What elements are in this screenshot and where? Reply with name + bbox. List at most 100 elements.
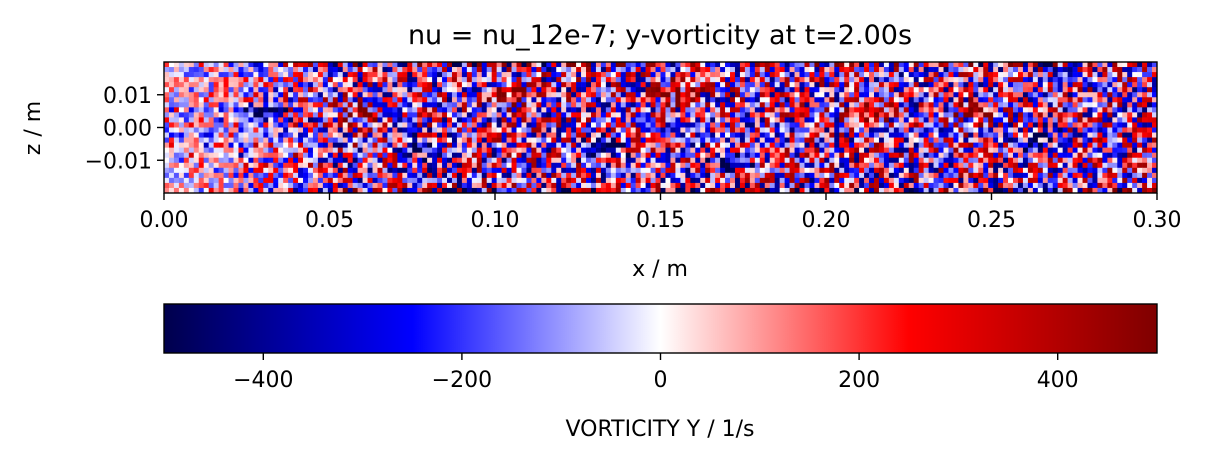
heatmap-cell bbox=[576, 142, 582, 148]
heatmap-cell bbox=[814, 72, 820, 78]
heatmap-cell bbox=[183, 127, 190, 133]
heatmap-cell bbox=[824, 112, 830, 118]
heatmap-cell bbox=[1062, 72, 1068, 78]
heatmap-cell bbox=[188, 147, 195, 153]
heatmap-cell bbox=[193, 142, 200, 148]
heatmap-cell bbox=[893, 182, 900, 189]
heatmap-cell bbox=[506, 107, 512, 113]
heatmap-cell bbox=[1132, 102, 1138, 108]
heatmap-cell bbox=[293, 122, 299, 128]
heatmap-cell bbox=[774, 142, 780, 148]
heatmap-cell bbox=[809, 77, 815, 83]
heatmap-cell bbox=[168, 82, 175, 88]
heatmap-cell bbox=[511, 117, 517, 123]
heatmap-cell bbox=[630, 157, 636, 164]
heatmap-cell bbox=[1082, 132, 1088, 138]
heatmap-cell bbox=[1017, 147, 1024, 153]
heatmap-cell bbox=[754, 87, 761, 93]
heatmap-cell bbox=[456, 127, 463, 133]
heatmap-cell bbox=[586, 142, 592, 148]
heatmap-cell bbox=[854, 162, 860, 169]
heatmap-cell bbox=[188, 142, 195, 148]
heatmap-cell bbox=[600, 102, 607, 108]
heatmap-cell bbox=[407, 157, 413, 164]
heatmap-cell bbox=[744, 67, 751, 73]
heatmap-cell bbox=[878, 147, 885, 153]
heatmap-cell bbox=[893, 117, 900, 123]
heatmap-cell bbox=[173, 147, 180, 153]
heatmap-cell bbox=[397, 137, 403, 143]
heatmap-cell bbox=[298, 77, 304, 83]
heatmap-cell bbox=[973, 157, 979, 164]
heatmap-cell bbox=[963, 62, 969, 68]
heatmap-cell bbox=[476, 117, 483, 123]
heatmap-cell bbox=[307, 137, 314, 143]
heatmap-cell bbox=[586, 67, 592, 73]
heatmap-cell bbox=[382, 67, 388, 73]
heatmap-cell bbox=[878, 92, 885, 98]
heatmap-cell bbox=[1017, 62, 1024, 68]
heatmap-cell bbox=[1107, 92, 1113, 98]
heatmap-cell bbox=[605, 117, 612, 123]
heatmap-cell bbox=[973, 67, 979, 73]
heatmap-cell bbox=[352, 122, 358, 128]
heatmap-cell bbox=[1072, 137, 1078, 143]
heatmap-cell bbox=[725, 127, 731, 133]
heatmap-cell bbox=[1057, 92, 1063, 98]
heatmap-cell bbox=[844, 117, 850, 123]
heatmap-cell bbox=[1142, 147, 1148, 153]
heatmap-cell bbox=[605, 152, 612, 159]
heatmap-cell bbox=[759, 142, 766, 148]
heatmap-cell bbox=[357, 67, 363, 73]
heatmap-cell bbox=[605, 87, 612, 93]
heatmap-cell bbox=[784, 152, 790, 159]
heatmap-cell bbox=[193, 102, 200, 108]
heatmap-cell bbox=[849, 97, 855, 103]
heatmap-cell bbox=[700, 102, 706, 108]
heatmap-cell bbox=[223, 87, 229, 93]
heatmap-cell bbox=[883, 72, 890, 78]
heatmap-cell bbox=[278, 62, 284, 68]
heatmap-cell bbox=[228, 82, 234, 88]
heatmap-cell bbox=[347, 122, 353, 128]
heatmap-cell bbox=[377, 122, 383, 128]
heatmap-cell bbox=[849, 177, 855, 184]
heatmap-cell bbox=[551, 87, 557, 93]
heatmap-cell bbox=[834, 67, 840, 73]
heatmap-cell bbox=[943, 167, 949, 174]
heatmap-cell bbox=[377, 162, 383, 169]
heatmap-cell bbox=[447, 67, 453, 73]
heatmap-cell bbox=[576, 172, 582, 179]
heatmap-cell bbox=[1047, 157, 1054, 164]
heatmap-cell bbox=[759, 182, 766, 189]
heatmap-cell bbox=[849, 107, 855, 113]
heatmap-cell bbox=[561, 122, 567, 128]
heatmap-cell bbox=[933, 127, 939, 133]
heatmap-cell bbox=[1112, 67, 1118, 73]
heatmap-cell bbox=[173, 67, 180, 73]
heatmap-cell bbox=[307, 167, 314, 174]
heatmap-cell bbox=[715, 157, 721, 164]
heatmap-cell bbox=[337, 112, 344, 118]
heatmap-cell bbox=[253, 92, 259, 98]
heatmap-cell bbox=[715, 177, 721, 184]
heatmap-cell bbox=[317, 147, 324, 153]
heatmap-cell bbox=[352, 172, 358, 179]
heatmap-cell bbox=[253, 117, 259, 123]
heatmap-cell bbox=[387, 147, 393, 153]
heatmap-cell bbox=[268, 67, 274, 73]
heatmap-cell bbox=[913, 102, 919, 108]
heatmap-cell bbox=[933, 132, 939, 138]
heatmap-cell bbox=[715, 162, 721, 169]
heatmap-cell bbox=[933, 152, 939, 159]
heatmap-cell bbox=[397, 112, 403, 118]
heatmap-cell bbox=[233, 132, 239, 138]
heatmap-cell bbox=[407, 77, 413, 83]
heatmap-cell bbox=[173, 102, 180, 108]
heatmap-cell bbox=[541, 137, 547, 143]
heatmap-cell bbox=[660, 77, 666, 83]
heatmap-cell bbox=[397, 172, 403, 179]
heatmap-cell bbox=[203, 167, 209, 174]
heatmap-cell bbox=[198, 92, 205, 98]
